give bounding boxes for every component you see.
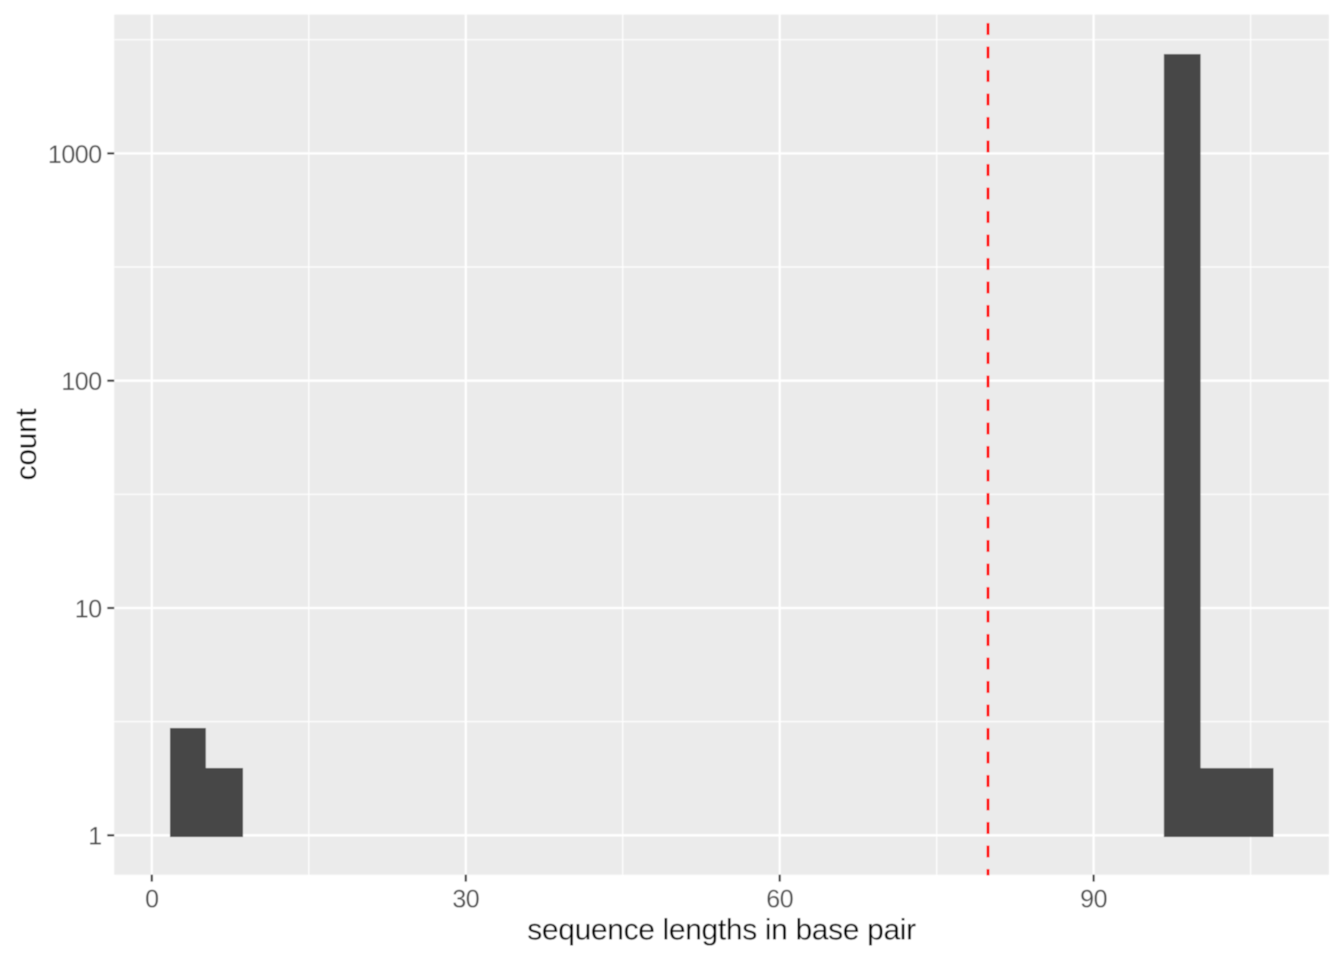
svg-text:count: count (10, 408, 43, 481)
svg-text:10: 10 (75, 595, 102, 623)
svg-text:1000: 1000 (48, 141, 102, 169)
svg-text:30: 30 (452, 886, 479, 914)
svg-text:0: 0 (145, 886, 158, 914)
svg-text:90: 90 (1080, 886, 1107, 914)
svg-text:sequence lengths in base pair: sequence lengths in base pair (527, 914, 916, 947)
svg-text:100: 100 (61, 368, 101, 396)
svg-text:1: 1 (88, 823, 101, 851)
svg-text:60: 60 (766, 886, 793, 914)
